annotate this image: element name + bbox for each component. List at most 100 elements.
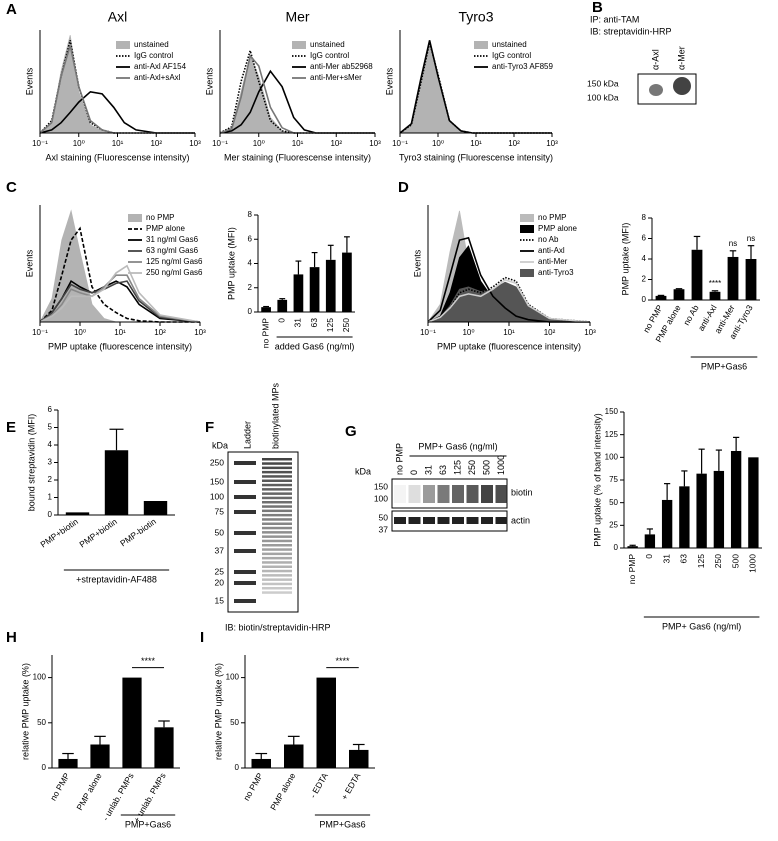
ladder-band — [234, 510, 256, 514]
group-label: PMP+Gas6 — [125, 819, 171, 829]
legend-label: no Ab — [538, 235, 559, 244]
x-axis-label: PMP uptake (fluorescence intensity) — [437, 341, 581, 351]
y-tick-label: 4 — [642, 254, 647, 263]
legend-label: IgG control — [492, 51, 531, 60]
y-tick-label: 0 — [48, 510, 53, 519]
error-bar — [352, 743, 365, 750]
sample-band — [262, 552, 292, 556]
error-bar — [729, 250, 737, 257]
blot-band — [466, 485, 479, 503]
x-tick-label: + EDTA — [339, 771, 363, 802]
x-tick-label: 10⁰ — [74, 328, 86, 337]
x-tick-label: 0 — [277, 318, 287, 323]
y-axis-label: Events — [384, 67, 394, 95]
bar — [673, 289, 685, 300]
y-tick-label: 4 — [48, 440, 53, 449]
x-tick-label: 10¹ — [503, 328, 515, 337]
y-tick-label: 6 — [642, 234, 647, 243]
sample-band — [262, 501, 292, 504]
error-bar — [715, 449, 722, 471]
bar — [325, 259, 336, 312]
error-bar — [327, 244, 334, 260]
y-axis-label: relative PMP uptake (%) — [213, 663, 223, 760]
legend-label: anti-Mer — [538, 257, 568, 266]
x-tick-label: 10⁰ — [462, 328, 474, 337]
sample-band — [262, 574, 292, 577]
marker-label: 50 — [215, 527, 225, 537]
legend-swatch — [128, 214, 142, 222]
y-axis-label: PMP uptake (MFI) — [226, 227, 236, 300]
legend-label: IgG control — [310, 51, 349, 60]
ladder-band — [234, 599, 256, 603]
actin-band — [408, 517, 421, 524]
x-tick-label: 125 — [325, 318, 335, 332]
error-bar — [158, 720, 170, 728]
actin-band — [495, 517, 508, 524]
bar — [709, 291, 721, 300]
y-tick-label: 6 — [48, 405, 53, 414]
marker-label: 37 — [379, 524, 389, 534]
blot-band — [423, 485, 435, 503]
panel-letter: G — [345, 423, 357, 440]
sample-band — [262, 475, 292, 478]
group-label: PMP+ Gas6 (ng/ml) — [418, 441, 497, 451]
actin-band — [466, 517, 479, 524]
y-axis-label: Events — [204, 67, 214, 95]
legend-label: no PMP — [538, 213, 566, 222]
sample-band — [262, 509, 292, 513]
error-bar — [747, 245, 755, 259]
y-tick-label: 0 — [642, 295, 647, 304]
y-axis-label: Events — [24, 67, 34, 95]
y-tick-label: 75 — [609, 475, 618, 484]
panel-letter: A — [6, 1, 17, 18]
legend-swatch — [292, 41, 306, 49]
lane-label: 63 — [438, 465, 448, 475]
bar — [293, 274, 304, 312]
x-tick-label: 0 — [644, 554, 654, 559]
x-tick-label: 63 — [309, 318, 319, 328]
group-label: PMP+ Gas6 (ng/ml) — [662, 621, 741, 631]
bar — [58, 758, 78, 768]
legend-swatch — [474, 41, 488, 49]
y-tick-label: 2 — [48, 475, 53, 484]
blot-band — [394, 485, 406, 503]
chart-title: Axl — [108, 9, 127, 25]
error-bar — [657, 294, 665, 296]
bar — [154, 727, 174, 768]
sample-band — [262, 565, 292, 568]
chart-title: Tyro3 — [458, 9, 493, 25]
x-tick-label: 10² — [150, 139, 162, 148]
y-axis-label: PMP uptake (% of band intensity) — [592, 413, 602, 546]
error-bar — [344, 236, 350, 253]
bar — [661, 499, 673, 548]
lane-label: 31 — [423, 465, 433, 475]
legend-swatch — [520, 214, 534, 222]
sample-band — [262, 522, 292, 525]
legend-swatch — [520, 225, 534, 233]
actin-band — [394, 517, 406, 524]
bar — [627, 546, 638, 548]
sample-band — [262, 458, 292, 461]
marker-label: 25 — [215, 566, 225, 576]
histogram-line — [39, 226, 200, 323]
error-bar — [263, 305, 269, 308]
significance-label: **** — [709, 279, 721, 288]
sample-band — [262, 492, 292, 495]
error-bar — [733, 436, 740, 451]
panel-letter: C — [6, 179, 17, 196]
legend-label: 250 ng/ml Gas6 — [146, 268, 203, 277]
x-tick-label: 31 — [293, 318, 303, 328]
error-bar — [109, 428, 124, 451]
lane-label: 125 — [452, 460, 462, 475]
blot-band — [437, 485, 450, 503]
sample-band — [262, 535, 292, 538]
lane-label: Ladder — [242, 421, 252, 449]
error-bar — [295, 260, 302, 275]
histogram-line — [39, 90, 195, 134]
x-tick-label: 1000 — [748, 554, 758, 573]
sample-band — [262, 539, 292, 543]
group-label: PMP+Gas6 — [701, 361, 747, 371]
y-tick-label: 100 — [605, 452, 619, 461]
y-axis-label: Events — [412, 249, 422, 277]
